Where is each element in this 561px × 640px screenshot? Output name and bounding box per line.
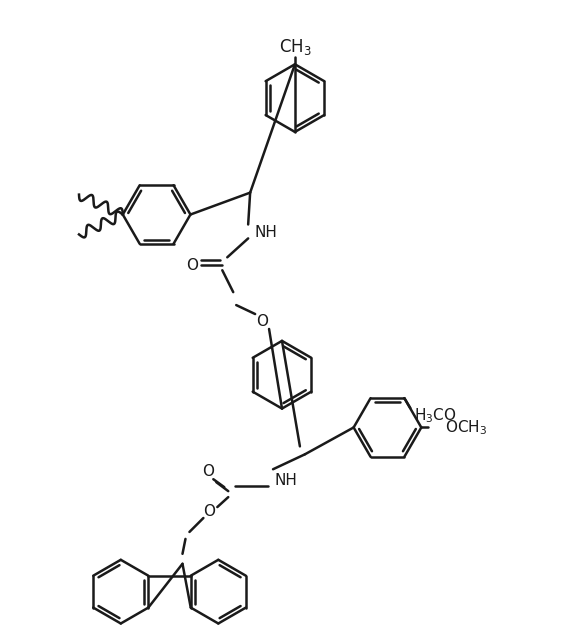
Text: H$_3$CO: H$_3$CO (415, 407, 457, 426)
Text: CH$_3$: CH$_3$ (279, 37, 311, 58)
Text: O: O (203, 504, 215, 518)
Text: O: O (186, 258, 199, 273)
Text: O: O (203, 464, 214, 479)
Text: O: O (256, 314, 268, 330)
Text: NH: NH (274, 473, 297, 488)
Text: OCH$_3$: OCH$_3$ (445, 418, 488, 437)
Text: NH: NH (254, 225, 277, 240)
